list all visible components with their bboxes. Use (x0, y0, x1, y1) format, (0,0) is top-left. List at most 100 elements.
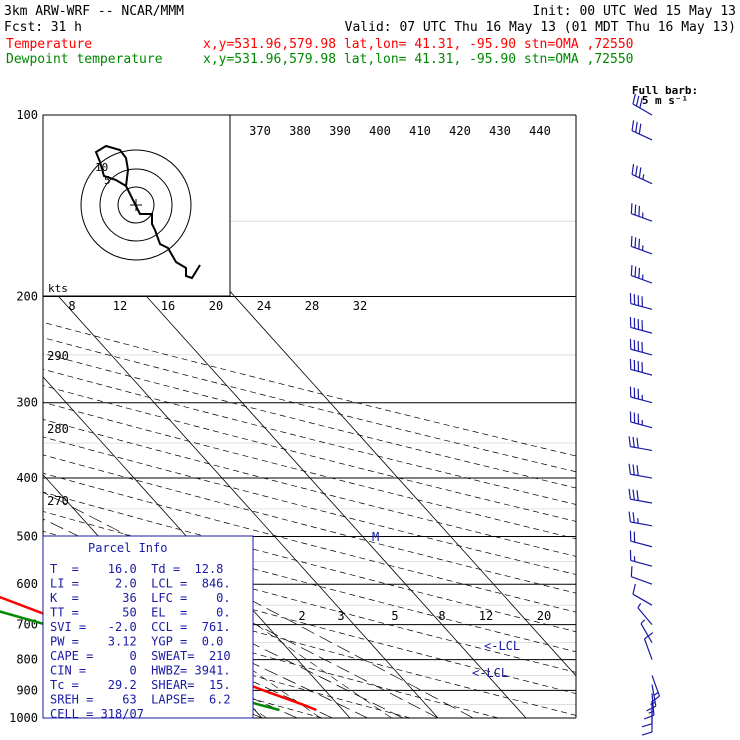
dry-adiabat-line (43, 352, 576, 489)
wind-barb-staff (630, 521, 653, 527)
dry-adiabat-line (43, 472, 576, 613)
parcel-info-frame (42, 535, 254, 719)
wind-barb (629, 293, 653, 310)
parcel-info-row: SREH = 63 LAPSE= 6.2 (50, 693, 231, 707)
wind-barb-flag (628, 488, 631, 500)
wind-barb-flag (628, 436, 631, 447)
wind-barb-staff (630, 473, 653, 479)
wind-barb-flag (638, 123, 642, 135)
dewpoint-legend: Dewpoint temperature (6, 52, 163, 67)
valid-time: Valid: 07 UTC Thu 16 May 13 (01 MDT Thu … (345, 20, 736, 35)
theta-e-label: 280 (47, 422, 69, 436)
theta-e-label: 270 (47, 494, 69, 508)
wind-barb (632, 93, 653, 116)
wind-barb-flag (646, 705, 657, 712)
fcst-label: Fcst: (4, 20, 43, 35)
wind-barb-staff (640, 623, 653, 643)
wind-barb-flag (630, 265, 633, 276)
mixing-ratio-label: 3 (337, 609, 344, 623)
hodograph-units: kts (48, 282, 68, 295)
dry-adiabat-line (43, 321, 576, 457)
wind-barb-staff (631, 275, 653, 284)
wind-barb-flag (628, 511, 631, 523)
pressure-tick-label: 600 (16, 577, 38, 591)
hodo-speed-label: 12 (113, 299, 127, 313)
pressure-tick-label: 500 (16, 529, 38, 543)
wind-barb-staff (630, 326, 653, 334)
wind-barb-half (642, 174, 645, 180)
theta-label: 410 (409, 124, 431, 138)
dewpoint-location-info: x,y=531.96,579.98 lat,lon= 41.31, -95.90… (203, 52, 633, 67)
parcel-info-row: SVI = -2.0 CCL = 761. (50, 620, 231, 634)
wind-barb-flag (631, 163, 635, 175)
saturated-lcl-label: <-LCL (472, 666, 508, 680)
pressure-tick-label: 400 (16, 471, 38, 485)
temperature-legend: Temperature (6, 37, 92, 52)
wind-barb (629, 358, 653, 376)
parcel-info-row: CIN = 0 HWBZ= 3941. (50, 664, 231, 678)
wind-barb-flag (632, 93, 636, 105)
theta-label: 380 (289, 124, 311, 138)
parcel-info-row: CAPE = 0 SWEAT= 210 (50, 649, 231, 663)
wind-barb-half (640, 619, 646, 625)
wind-barb-flag (641, 731, 653, 736)
wind-barb-flag (632, 583, 636, 595)
wind-barb-staff (630, 559, 653, 567)
wind-barb-staff (630, 303, 653, 310)
wind-barb (643, 632, 654, 660)
moist-adiabat-line (43, 568, 368, 718)
wind-barb-flag (638, 267, 641, 279)
wind-barb (629, 316, 653, 334)
wind-barb-staff (637, 607, 653, 625)
pressure-tick-label: 200 (16, 290, 38, 304)
wind-barb-flag (639, 97, 643, 109)
wind-barb-flag (635, 165, 638, 177)
wind-barb (629, 386, 653, 404)
wind-barb (641, 701, 653, 728)
wind-barb-staff (631, 576, 653, 585)
m-marker: M (372, 530, 379, 544)
wind-barb (630, 203, 653, 222)
hodo-speed-label: 16 (161, 299, 175, 313)
mixing-ratio-lcl-label: <-LCL (484, 639, 520, 653)
wind-barb (628, 511, 653, 527)
wind-barb-staff (632, 593, 653, 606)
hodo-speed-label: 28 (305, 299, 319, 313)
wind-barb-staff (630, 446, 653, 452)
hodo-speed-label: 20 (209, 299, 223, 313)
wind-barb (632, 583, 653, 606)
dry-adiabat-line (43, 337, 576, 473)
parcel-info-row: Tc = 29.2 SHEAR= 15. (50, 678, 231, 692)
wind-barb-flag (634, 204, 637, 216)
dry-adiabat-line (43, 454, 576, 594)
wind-barb (629, 338, 653, 356)
mixing-ratio-label: 2 (298, 609, 305, 623)
wind-barb-staff (631, 173, 653, 185)
wind-barb-staff (630, 348, 653, 356)
mixing-ratio-label: 20 (537, 609, 551, 623)
init-time: Init: 00 UTC Wed 15 May 13 (533, 4, 737, 19)
parcel-info-box: Parcel Info T = 16.0 Td = 12.8LI = 2.0 L… (42, 535, 254, 721)
parcel-info-title: Parcel Info (88, 541, 167, 555)
hodograph-ring (117, 186, 155, 224)
wind-barb (641, 710, 653, 736)
fcst-hours: 31 h (51, 20, 82, 35)
wind-barb (646, 684, 657, 712)
mixing-ratio-label: 8 (438, 609, 445, 623)
theta-label: 420 (449, 124, 471, 138)
mixing-ratio-label: 12 (479, 609, 493, 623)
pressure-tick-label: 900 (16, 683, 38, 697)
theta-e-label: 290 (47, 349, 69, 363)
wind-barb-flag (632, 436, 635, 448)
wind-barb-flag (634, 266, 637, 277)
wind-barb-flag (636, 437, 639, 449)
theta-label: 390 (329, 124, 351, 138)
wind-barb-flag (636, 465, 639, 476)
wind-barb-half (648, 710, 654, 714)
wind-barb-flag (630, 566, 633, 577)
parcel-info-row: T = 16.0 Td = 12.8 (50, 562, 223, 576)
pressure-tick-label: 1000 (9, 711, 38, 725)
wind-barb-staff (631, 213, 653, 222)
